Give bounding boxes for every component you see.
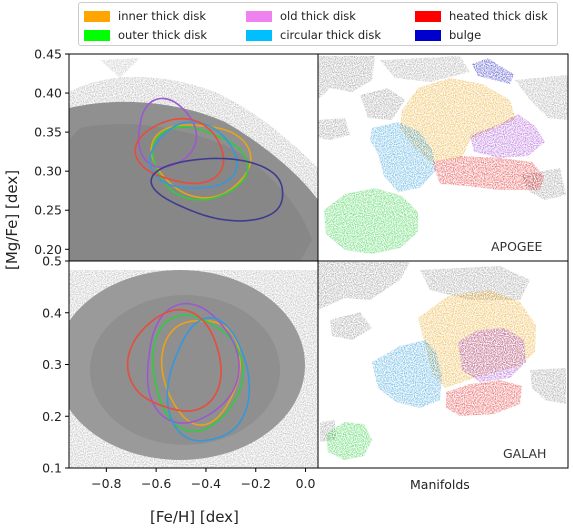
legend: inner thick disk outer thick disk old th…	[78, 2, 558, 46]
contour-circular-thick-disk	[166, 316, 251, 442]
galah-manifold-panel: GALAH	[317, 260, 569, 469]
y-tick-label: 0.45	[34, 47, 62, 62]
y-tick-label: 0.40	[34, 86, 62, 101]
legend-swatch	[415, 29, 441, 41]
legend-item-circular-thick-disk: circular thick disk	[246, 28, 381, 42]
legend-item-heated-thick-disk: heated thick disk	[415, 9, 548, 23]
fe-h-x-axis: −0.8 −0.6 −0.4 −0.2 0.0	[91, 468, 316, 491]
group-region-heated-thick-disk	[446, 380, 522, 416]
contour-old-thick-disk	[146, 302, 240, 424]
group-region-outer-thick-disk	[324, 188, 418, 254]
contour-inner-thick-disk	[160, 319, 241, 426]
contour-heated-thick-disk	[134, 117, 225, 185]
legend-item-inner-thick-disk: inner thick disk	[84, 9, 206, 23]
legend-label: old thick disk	[280, 9, 356, 23]
apogee-chemical-panel: 0.20 0.25 0.30 0.35 0.40 0.45 APOGEE	[34, 47, 543, 262]
legend-item-outer-thick-disk: outer thick disk	[84, 28, 207, 42]
apogee-manifold-points	[318, 56, 568, 254]
galah-contours	[126, 302, 251, 442]
group-region-inner-thick-disk	[400, 78, 516, 162]
legend-label: heated thick disk	[449, 9, 548, 23]
legend-swatch	[84, 29, 110, 41]
contour-old-thick-disk	[137, 97, 198, 168]
contour-circular-thick-disk	[149, 121, 238, 189]
contour-bulge	[150, 157, 284, 222]
y-axis-label: [Mg/Fe] [dex]	[3, 169, 21, 270]
y-tick-label: 0.3	[42, 357, 62, 372]
legend-swatch	[246, 10, 272, 22]
x-tick-label: −0.4	[191, 476, 221, 491]
x-tick-label: −0.8	[91, 476, 121, 491]
apogee-contours	[134, 97, 284, 222]
contour-heated-thick-disk	[126, 308, 222, 412]
galah-manifold-points	[318, 262, 566, 460]
contour-inner-thick-disk	[150, 124, 252, 199]
y-tick-label: 0.1	[42, 461, 62, 476]
group-region-old-thick-disk	[458, 328, 526, 382]
apogee-y-axis: 0.20 0.25 0.30 0.35 0.40 0.45	[34, 47, 69, 257]
apogee-density-background	[69, 58, 318, 261]
legend-label: circular thick disk	[280, 28, 382, 42]
galah-density-background	[69, 270, 318, 468]
y-tick-label: 0.2	[42, 409, 62, 424]
galah-manifold-frame	[317, 260, 569, 469]
group-region-old-thick-disk	[470, 114, 545, 158]
apogee-manifold-panel	[317, 53, 569, 262]
y-tick-label: 0.35	[34, 125, 62, 140]
legend-swatch	[246, 29, 272, 41]
y-tick-label: 0.30	[34, 164, 62, 179]
contour-outer-thick-disk	[151, 314, 244, 433]
manifolds-axis-label: Manifolds	[410, 477, 470, 492]
group-region-circular-thick-disk	[372, 340, 442, 408]
group-region-circular-thick-disk	[370, 122, 436, 192]
x-tick-label: −0.2	[241, 476, 271, 491]
x-tick-label: −0.6	[141, 476, 171, 491]
apogee-survey-label: APOGEE	[491, 239, 543, 254]
group-region-heated-thick-disk	[432, 156, 544, 190]
legend-label: inner thick disk	[118, 9, 207, 23]
legend-swatch	[415, 10, 441, 22]
legend-swatch	[84, 10, 110, 22]
galah-y-axis: 0.1 0.2 0.3 0.4 0.5	[42, 254, 69, 476]
group-region-bulge	[472, 58, 514, 84]
y-tick-label: 0.20	[34, 242, 62, 257]
legend-item-old-thick-disk: old thick disk	[246, 9, 356, 23]
legend-label: bulge	[449, 28, 482, 42]
y-tick-label: 0.4	[42, 305, 62, 320]
galah-survey-label: GALAH	[503, 446, 546, 461]
legend-item-bulge: bulge	[415, 28, 481, 42]
legend-label: outer thick disk	[118, 28, 208, 42]
contour-outer-thick-disk	[151, 126, 249, 201]
x-tick-label: 0.0	[296, 476, 316, 491]
y-tick-label: 0.5	[42, 254, 62, 269]
x-axis-label: [Fe/H] [dex]	[150, 508, 239, 526]
galah-chemical-panel: 0.1 0.2 0.3 0.4 0.5 −0.8 −0.6 −0.4 −0.2 0.0	[42, 254, 319, 491]
y-tick-label: 0.25	[34, 203, 62, 218]
group-region-outer-thick-disk	[326, 422, 372, 460]
